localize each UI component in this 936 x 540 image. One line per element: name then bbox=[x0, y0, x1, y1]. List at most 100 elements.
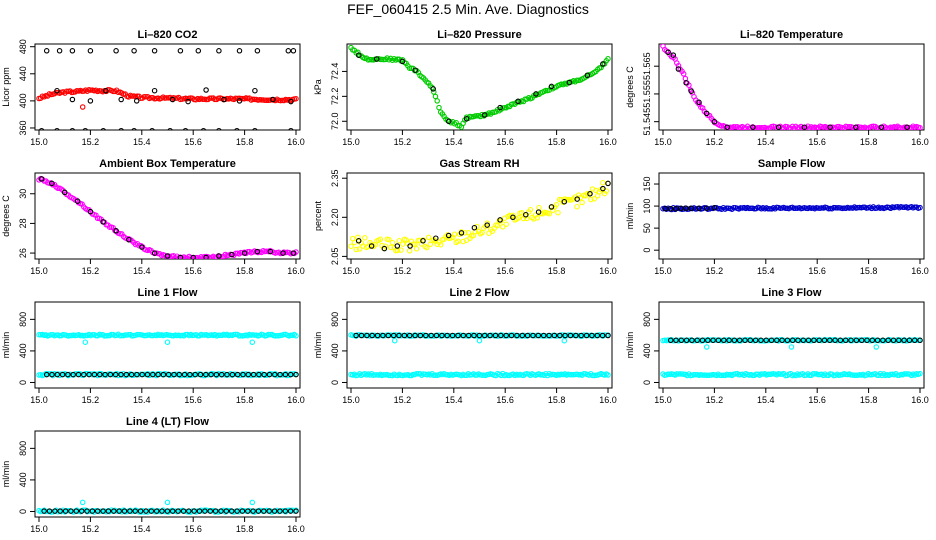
data-point bbox=[599, 332, 606, 339]
data-point bbox=[190, 254, 196, 259]
data-point bbox=[816, 337, 822, 344]
data-point bbox=[49, 180, 55, 187]
series-low bbox=[660, 370, 923, 379]
series-peaks bbox=[79, 499, 256, 506]
data-point bbox=[348, 243, 354, 250]
x-tick-label: 15.4 bbox=[445, 395, 463, 405]
data-point bbox=[75, 371, 82, 378]
x-tick-label: 15.0 bbox=[342, 266, 360, 276]
x-tick-label: 15.0 bbox=[30, 524, 48, 534]
data-point bbox=[54, 371, 61, 378]
data-point bbox=[821, 337, 828, 344]
data-point bbox=[775, 124, 782, 130]
data-point bbox=[683, 80, 689, 86]
y-tick-label: 480 bbox=[18, 39, 28, 54]
data-point bbox=[150, 371, 156, 378]
y-tick-label: 400 bbox=[18, 93, 28, 108]
data-point bbox=[281, 331, 287, 338]
x-tick-label: 16.0 bbox=[599, 266, 617, 276]
data-point bbox=[186, 508, 192, 514]
data-point bbox=[885, 337, 891, 344]
data-point bbox=[285, 48, 292, 54]
y-tick-label: 28 bbox=[18, 218, 28, 228]
plot-area bbox=[36, 331, 299, 379]
data-point bbox=[444, 332, 450, 339]
data-point bbox=[277, 508, 283, 514]
data-point bbox=[212, 508, 219, 514]
data-point bbox=[851, 372, 858, 379]
data-point bbox=[688, 205, 695, 212]
chart-title: Line 4 (LT) Flow bbox=[126, 416, 209, 428]
panel-pressure: Li–820 Pressure kPa 15.0 15.2 15.4 15.6 15.8 16… bbox=[313, 29, 617, 147]
data-point bbox=[180, 508, 187, 514]
data-point bbox=[758, 337, 764, 344]
data-point bbox=[703, 110, 710, 117]
data-point bbox=[398, 247, 404, 253]
y-tick-label: 800 bbox=[642, 312, 652, 327]
data-point bbox=[280, 250, 286, 256]
x-tick-label: 15.2 bbox=[82, 524, 100, 534]
data-point bbox=[777, 371, 784, 377]
data-point bbox=[496, 217, 503, 224]
data-point bbox=[425, 234, 432, 241]
data-point bbox=[216, 253, 222, 259]
data-point bbox=[218, 508, 224, 514]
data-point bbox=[904, 124, 910, 130]
data-point bbox=[873, 344, 880, 350]
data-point bbox=[176, 371, 183, 378]
data-point bbox=[894, 372, 901, 378]
data-point bbox=[118, 371, 124, 378]
plot-frame bbox=[34, 172, 301, 260]
data-point bbox=[139, 371, 145, 378]
data-point bbox=[374, 332, 381, 339]
plot-area bbox=[348, 179, 611, 254]
chart-title: Li–820 Pressure bbox=[437, 29, 521, 41]
data-point bbox=[48, 331, 54, 338]
chart-title: Ambient Box Temperature bbox=[99, 158, 236, 170]
data-point bbox=[536, 204, 542, 211]
data-point bbox=[867, 372, 873, 378]
data-point bbox=[133, 98, 140, 104]
data-point bbox=[132, 508, 138, 514]
data-point bbox=[433, 332, 440, 339]
data-point bbox=[87, 48, 94, 54]
data-point bbox=[898, 125, 904, 130]
data-point bbox=[373, 56, 380, 62]
data-point bbox=[535, 332, 542, 339]
data-point bbox=[288, 98, 294, 105]
y-tick-label: 800 bbox=[330, 312, 340, 327]
y-tick-label: 400 bbox=[642, 343, 652, 358]
data-point bbox=[274, 332, 280, 339]
series-samples bbox=[43, 371, 299, 378]
data-point bbox=[113, 48, 119, 54]
data-point bbox=[290, 48, 297, 54]
data-point bbox=[768, 337, 775, 344]
y-tick-label: 150 bbox=[642, 177, 652, 192]
data-point bbox=[287, 508, 294, 514]
data-point bbox=[412, 332, 418, 339]
data-point bbox=[261, 371, 267, 378]
data-point bbox=[234, 127, 240, 130]
data-point bbox=[573, 332, 579, 339]
data-point bbox=[579, 199, 585, 206]
y-tick-label: 100 bbox=[642, 199, 652, 214]
x-tick-label: 15.6 bbox=[184, 395, 202, 405]
data-point bbox=[377, 236, 384, 242]
data-point bbox=[497, 104, 503, 111]
x-tick-label: 15.0 bbox=[654, 137, 672, 147]
data-point bbox=[277, 371, 283, 378]
y-tick-label: 50 bbox=[642, 223, 652, 233]
data-point bbox=[530, 332, 536, 339]
data-point bbox=[853, 337, 860, 344]
data-point bbox=[917, 124, 923, 130]
data-point bbox=[436, 104, 442, 111]
data-point bbox=[407, 243, 413, 249]
data-point bbox=[68, 508, 74, 514]
x-tick-label: 16.0 bbox=[287, 266, 305, 276]
data-point bbox=[97, 371, 103, 378]
data-point bbox=[86, 371, 92, 378]
data-point bbox=[853, 124, 859, 130]
series-dips bbox=[703, 344, 880, 350]
data-point bbox=[578, 332, 584, 339]
panel-line4: Line 4 (LT) Flow ml/min 15.0 15.2 15.4 15.6 15… bbox=[1, 416, 305, 534]
